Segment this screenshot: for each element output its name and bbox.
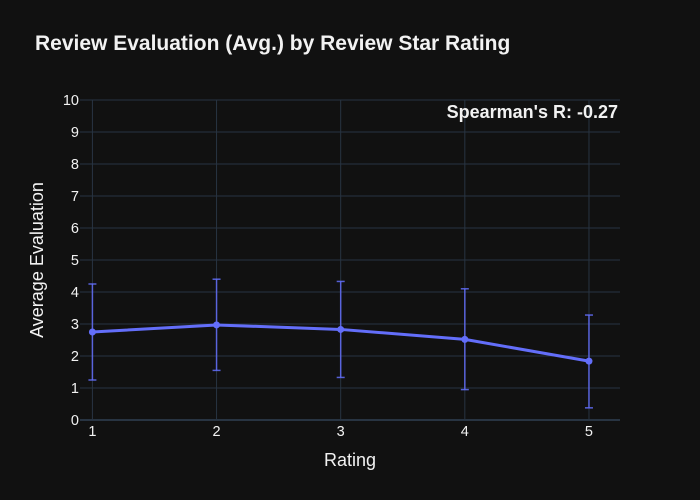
y-tick-labels: 0 1 2 3 4 5 6 7 8 9 10	[63, 93, 79, 429]
data-point[interactable]	[213, 321, 221, 329]
x-tick-label: 2	[213, 424, 221, 440]
x-tick-label: 1	[88, 424, 96, 440]
y-tick-label: 4	[71, 285, 79, 301]
data-point[interactable]	[88, 328, 96, 336]
data-point[interactable]	[461, 335, 469, 343]
y-tick-label: 10	[63, 93, 79, 109]
y-tick-label: 7	[71, 189, 79, 205]
data-point[interactable]	[585, 357, 593, 365]
y-tick-label: 1	[71, 381, 79, 397]
y-tick-label: 2	[71, 349, 79, 365]
y-tick-label: 0	[71, 413, 79, 429]
x-tick-label: 5	[585, 424, 593, 440]
data-point[interactable]	[337, 325, 345, 333]
y-tick-label: 9	[71, 125, 79, 141]
spearman-annotation: Spearman's R: -0.27	[447, 102, 618, 122]
y-tick-label: 5	[71, 253, 79, 269]
y-tick-label: 8	[71, 157, 79, 173]
y-tick-label: 6	[71, 221, 79, 237]
series-layer	[88, 278, 593, 409]
series-0	[88, 278, 593, 409]
y-tick-label: 3	[71, 317, 79, 333]
y-axis-title: Average Evaluation	[27, 182, 47, 338]
x-tick-labels: 1 2 3 4 5	[88, 424, 593, 440]
x-axis-title: Rating	[324, 450, 376, 470]
x-tick-label: 3	[337, 424, 345, 440]
chart-title: Review Evaluation (Avg.) by Review Star …	[35, 32, 510, 55]
x-tick-label: 4	[461, 424, 469, 440]
